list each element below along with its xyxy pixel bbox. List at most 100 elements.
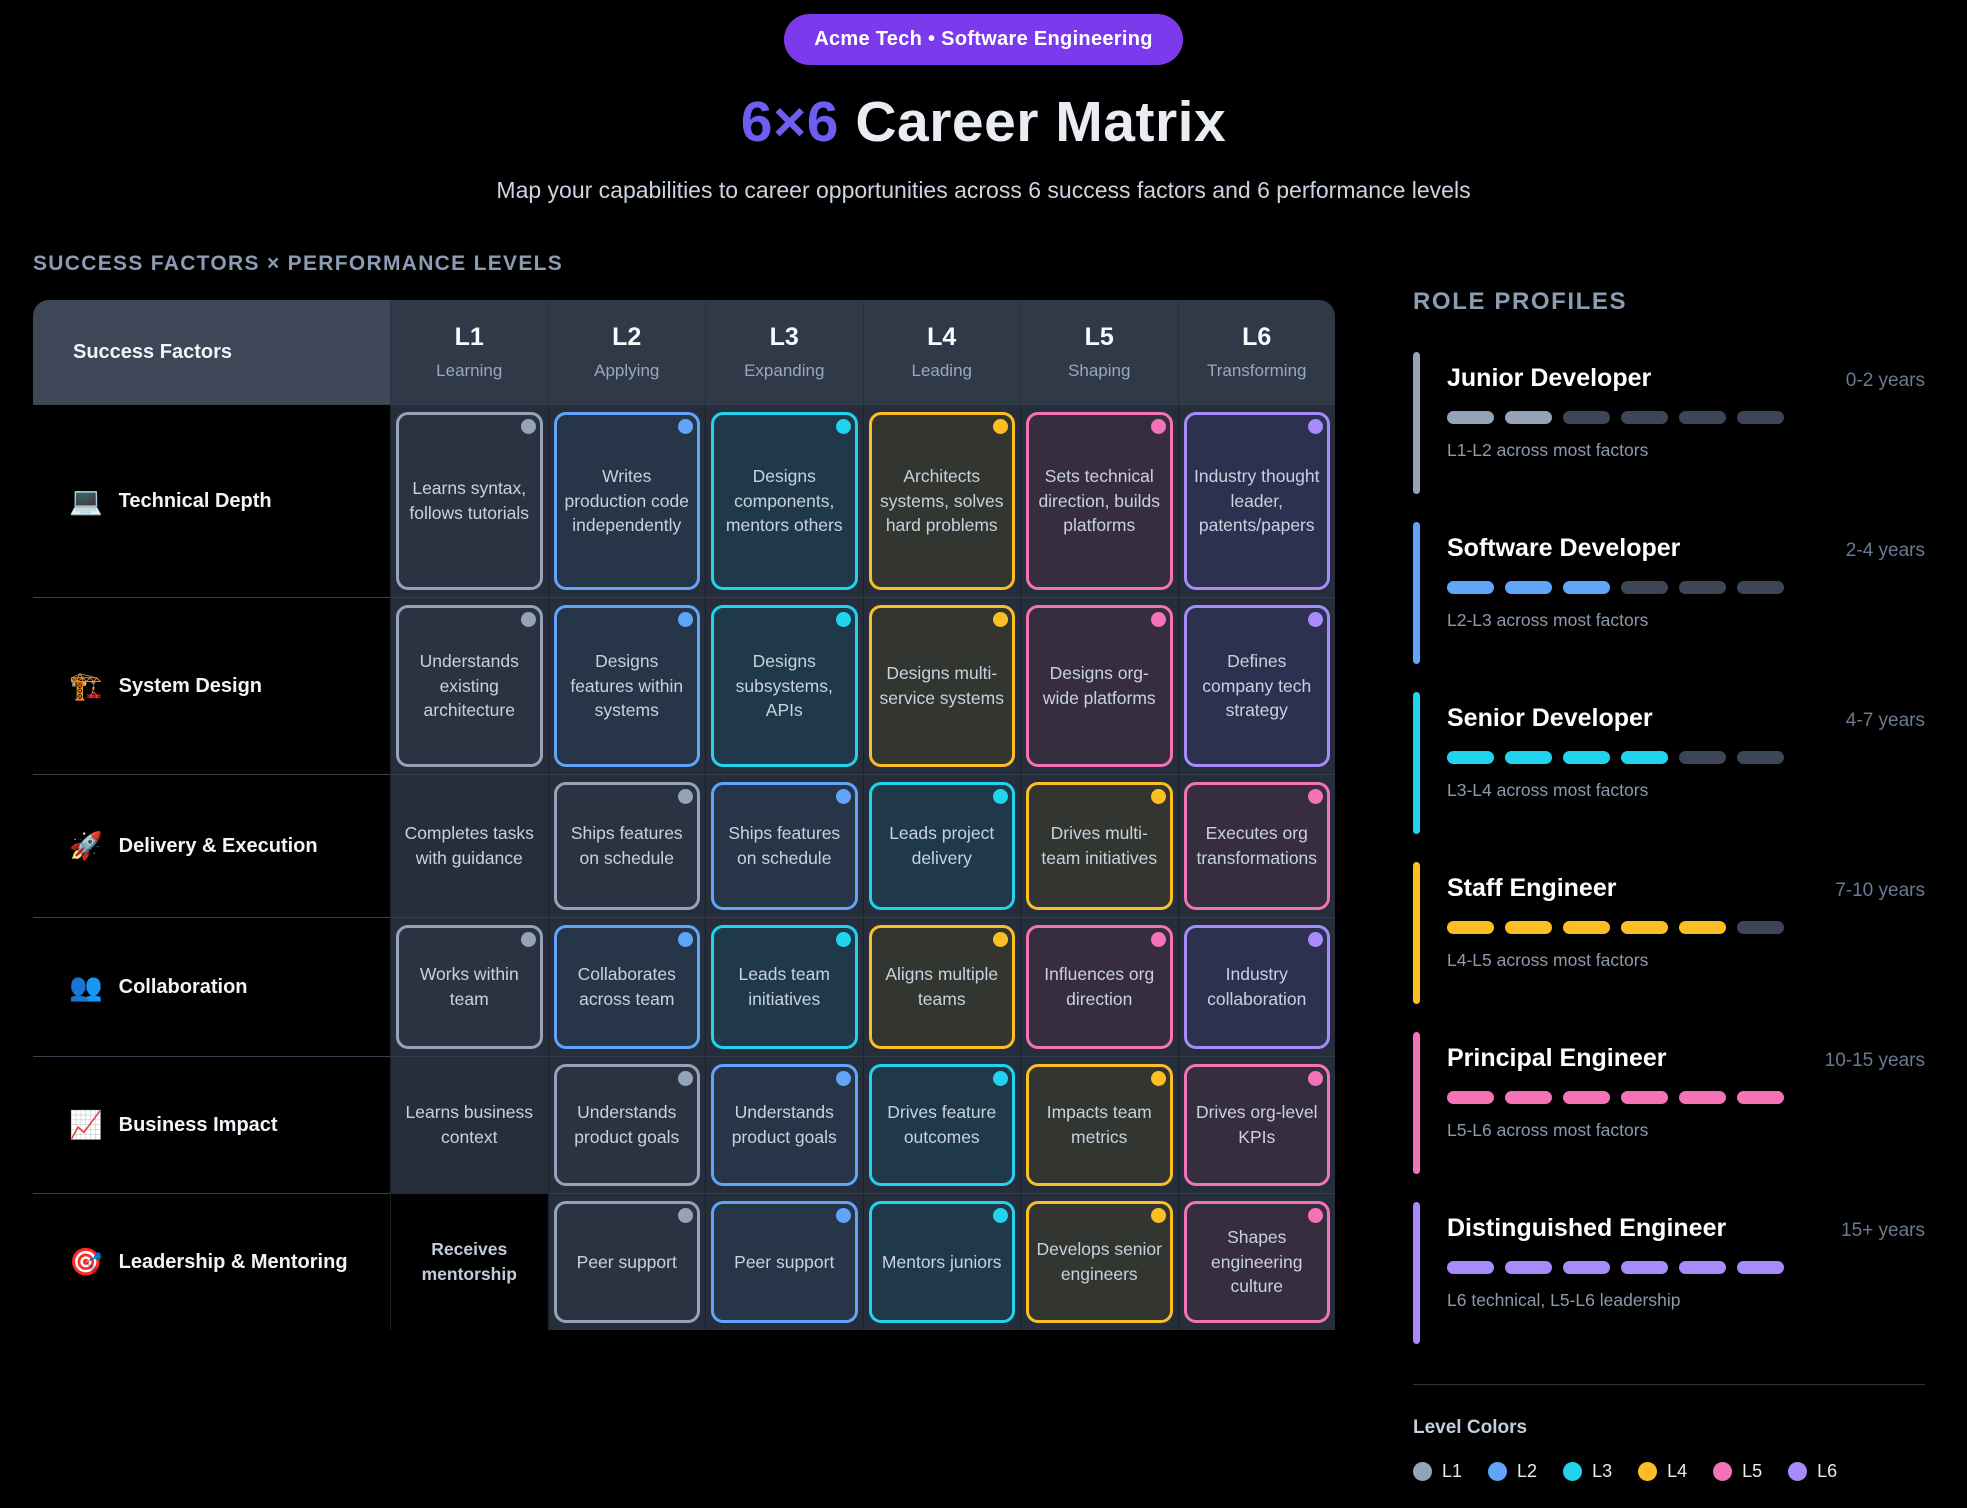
pill-empty (1621, 581, 1668, 594)
pill-filled (1505, 1091, 1552, 1104)
cell-corner-dot (520, 419, 536, 434)
people-icon: 👥 (69, 971, 103, 1002)
matrix-cell-text: Understands product goals (574, 1102, 680, 1147)
cell-corner-dot (835, 612, 851, 627)
legend-divider (1413, 1384, 1925, 1385)
role-years: 10-15 years (1824, 1050, 1925, 1071)
pill-filled (1505, 751, 1552, 764)
role-level-bar (1413, 352, 1420, 494)
matrix-cell-box: Leads project delivery (868, 782, 1015, 910)
matrix-cell: Works within team (390, 917, 548, 1056)
matrix-cell-text: Shapes engineering culture (1211, 1226, 1303, 1297)
matrix-row-label: 🏗️ System Design (33, 597, 390, 774)
pill-filled (1505, 411, 1552, 424)
matrix-cell-text: Peer support (576, 1251, 677, 1272)
level-code: L3 (769, 323, 799, 351)
role-name: Principal Engineer (1447, 1044, 1667, 1072)
matrix-cell-box: Influences org direction (1026, 925, 1173, 1049)
crane-icon: 🏗️ (69, 670, 103, 701)
cell-corner-dot (1308, 419, 1323, 434)
level-name: Learning (436, 361, 503, 380)
matrix-cell: Learns business context (390, 1056, 548, 1193)
matrix-cell-text: Industry thought leader, patents/papers (1194, 465, 1320, 536)
pill-filled (1563, 581, 1610, 594)
cell-corner-dot (993, 932, 1008, 947)
matrix-level-header-l1: L1 Learning (390, 300, 548, 404)
matrix-cell-text: Completes tasks with guidance (404, 823, 534, 868)
cell-corner-dot (1150, 612, 1166, 627)
matrix-cell-text: Develops senior engineers (1036, 1239, 1162, 1284)
pill-filled (1447, 751, 1494, 764)
matrix-row-label: 🚀 Delivery & Execution (33, 774, 390, 917)
legend-item-l2: L2 (1488, 1461, 1537, 1482)
pill-empty (1737, 751, 1784, 764)
pill-filled (1563, 1261, 1610, 1274)
legend-item-label: L5 (1742, 1461, 1763, 1481)
pill-filled (1621, 1261, 1668, 1274)
matrix-cell-box: Drives multi-team initiatives (1026, 782, 1173, 910)
matrix-cell: Understands product goals (705, 1056, 863, 1193)
matrix-cell-box: Designs subsystems, APIs (711, 605, 858, 767)
legend-color-dot (1413, 1462, 1432, 1481)
cell-corner-dot (678, 932, 693, 947)
legend-item-label: L6 (1817, 1461, 1838, 1481)
matrix-cell-box: Completes tasks with guidance (396, 782, 543, 910)
matrix-cell-box: Works within team (396, 925, 543, 1049)
matrix-cell-text: Designs multi-service systems (879, 663, 1004, 708)
role-card-header: Distinguished Engineer 15+ years (1447, 1214, 1925, 1243)
role-level-bar (1413, 522, 1420, 664)
role-card: Staff Engineer 7-10 years L4-L5 across mos… (1413, 862, 1925, 1004)
matrix-cell-box: Drives feature outcomes (868, 1064, 1015, 1186)
legend-item-label: L2 (1517, 1461, 1538, 1481)
pill-empty (1679, 751, 1726, 764)
matrix-cell-box: Impacts team metrics (1026, 1064, 1173, 1186)
cell-corner-dot (678, 419, 693, 434)
matrix-cell-text: Designs org-wide platforms (1042, 663, 1156, 708)
matrix-cell-box: Peer support (553, 1201, 700, 1323)
cell-corner-dot (1150, 789, 1166, 804)
role-card: Software Developer 2-4 years L2-L3 across … (1413, 522, 1925, 664)
matrix-cell: Completes tasks with guidance (390, 774, 548, 917)
matrix-cell: Receives mentorship (390, 1193, 548, 1330)
matrix-cell-text: Drives org-level KPIs (1195, 1102, 1318, 1147)
legend-item-label: L4 (1667, 1461, 1688, 1481)
role-card: Distinguished Engineer 15+ years L6 techni… (1413, 1202, 1925, 1344)
pill-filled (1563, 1091, 1610, 1104)
role-years: 0-2 years (1845, 370, 1925, 391)
matrix-cell-box: Receives mentorship (396, 1201, 543, 1323)
legend-color-dot (1488, 1462, 1508, 1481)
matrix-cell-text: Aligns multiple teams (885, 964, 999, 1009)
matrix-cell: Designs components, mentors others (705, 404, 863, 597)
matrix-cell-box: Learns business context (396, 1064, 543, 1186)
matrix-cell-text: Receives mentorship (421, 1239, 517, 1284)
cell-corner-dot (835, 932, 851, 947)
matrix-cell-box: Designs components, mentors others (711, 412, 858, 590)
role-level-pills (1447, 921, 1925, 934)
role-card-header: Software Developer 2-4 years (1447, 534, 1925, 563)
pill-filled (1679, 1091, 1726, 1104)
level-name: Transforming (1206, 361, 1307, 380)
matrix-cell: Mentors juniors (862, 1193, 1020, 1330)
matrix-cell: Peer support (705, 1193, 863, 1330)
cell-corner-dot (993, 789, 1008, 804)
matrix-heading: SUCCESS FACTORS × PERFORMANCE LEVELS (33, 252, 564, 275)
chart-increasing-icon: 📈 (69, 1109, 103, 1140)
level-name: Expanding (744, 361, 825, 380)
cell-corner-dot (1308, 789, 1323, 804)
matrix-cell: Industry collaboration (1177, 917, 1335, 1056)
role-level-pills (1447, 1091, 1925, 1104)
pill-empty (1679, 411, 1726, 424)
factor-name: Collaboration (118, 976, 248, 998)
pill-filled (1563, 751, 1610, 764)
legend-title: Level Colors (1413, 1417, 1528, 1438)
matrix-cell-text: Designs components, mentors others (725, 465, 843, 536)
matrix-cell-text: Leads team initiatives (738, 964, 830, 1009)
cell-corner-dot (993, 1071, 1008, 1086)
matrix-cell-box: Writes production code independently (553, 412, 700, 590)
matrix-row-label: 🎯 Leadership & Mentoring (33, 1193, 390, 1330)
role-description: L6 technical, L5-L6 leadership (1447, 1290, 1681, 1310)
laptop-icon: 💻 (69, 485, 103, 516)
role-card-header: Senior Developer 4-7 years (1447, 704, 1925, 733)
level-code: L2 (612, 323, 642, 351)
matrix-cell-text: Drives multi-team initiatives (1041, 823, 1158, 868)
